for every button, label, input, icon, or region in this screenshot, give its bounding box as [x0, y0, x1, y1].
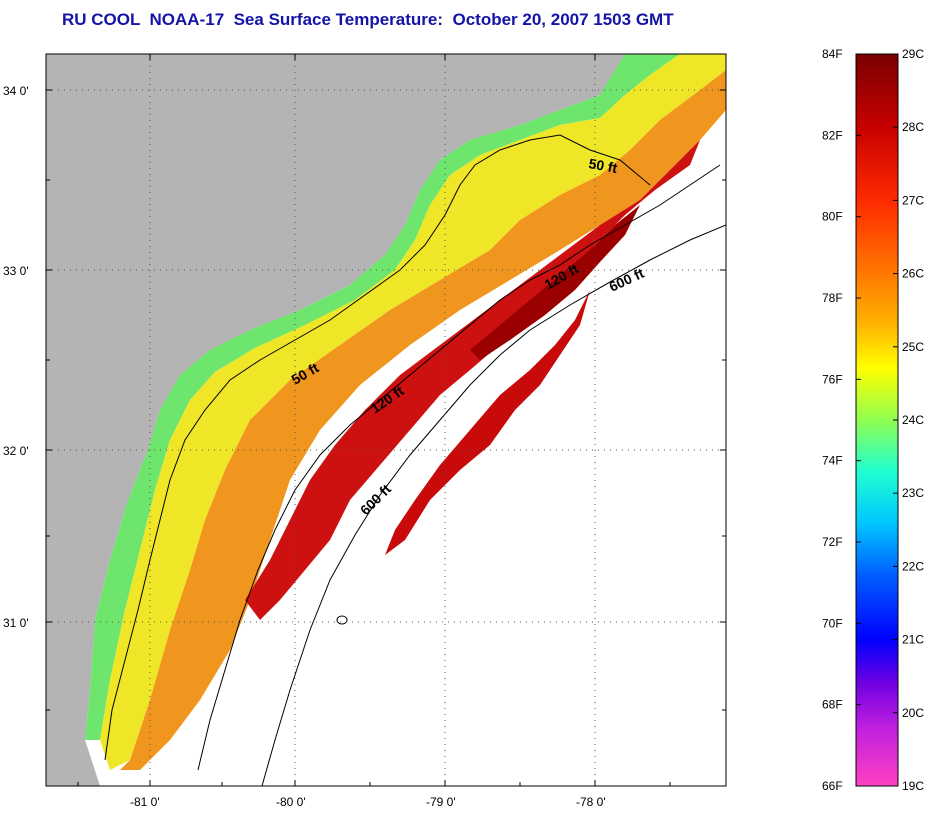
colorbar-celsius-label: 19C [902, 779, 924, 793]
colorbar-fahrenheit-label: 74F [822, 454, 843, 468]
contour-label: 50 ft [587, 155, 618, 176]
colorbar-celsius-label: 26C [902, 267, 924, 281]
colorbar [855, 53, 899, 787]
seamount-contour [336, 615, 348, 625]
lat-label: 31 0' [3, 616, 29, 630]
colorbar-fahrenheit-label: 70F [822, 616, 843, 630]
sst-gulf-stream-core [470, 205, 640, 360]
colorbar-fahrenheit-label: 82F [822, 128, 843, 142]
lon-label: -81 0' [130, 795, 160, 809]
map-title: RU COOL NOAA-17 Sea Surface Temperature:… [62, 10, 674, 29]
colorbar-celsius-label: 27C [902, 193, 924, 207]
colorbar-celsius-label: 25C [902, 340, 924, 354]
colorbar-fahrenheit-label: 80F [822, 210, 843, 224]
colorbar-labels: 84F 82F 80F 78F 76F 74F 72F 70F 68F 66F 29C 28C 27C 2… [822, 47, 924, 793]
lon-label: -80 0' [276, 795, 306, 809]
colorbar-celsius-label: 22C [902, 559, 924, 573]
colorbar-celsius-label: 23C [902, 486, 924, 500]
colorbar-fahrenheit-label: 84F [822, 47, 843, 61]
colorbar-celsius-label: 24C [902, 413, 924, 427]
land-mass [46, 54, 600, 786]
colorbar-fahrenheit-label: 76F [822, 372, 843, 386]
lat-label: 32 0' [3, 444, 29, 458]
colorbar-fahrenheit-label: 78F [822, 291, 843, 305]
nodata-patch-2 [505, 330, 560, 365]
lon-label: -79 0' [426, 795, 456, 809]
colorbar-fahrenheit-label: 68F [822, 698, 843, 712]
map-frame [45, 53, 727, 787]
isobath-50ft [104, 134, 651, 761]
colorbar-fahrenheit-label: 72F [822, 535, 843, 549]
axis-ticks [46, 54, 726, 786]
colorbar-fahrenheit-label: 66F [822, 779, 843, 793]
colorbar-celsius-label: 21C [902, 633, 924, 647]
sst-warm-band [120, 70, 726, 770]
isobath-600ft [261, 224, 726, 786]
nodata-patch [385, 410, 470, 490]
lat-label: 33 0' [3, 264, 29, 278]
colorbar-celsius-label: 29C [902, 47, 924, 61]
colorbar-ticks [856, 53, 898, 787]
lat-label: 34 0' [3, 84, 29, 98]
colorbar-celsius-label: 28C [902, 120, 924, 134]
graticule [46, 54, 726, 786]
sst-midshelf-band [100, 54, 726, 770]
lon-label: -78 0' [576, 795, 606, 809]
colorbar-celsius-label: 20C [902, 706, 924, 720]
sst-offshore-filament [385, 290, 590, 555]
sst-gulf-stream [245, 140, 700, 620]
isobath-120ft [197, 164, 721, 771]
